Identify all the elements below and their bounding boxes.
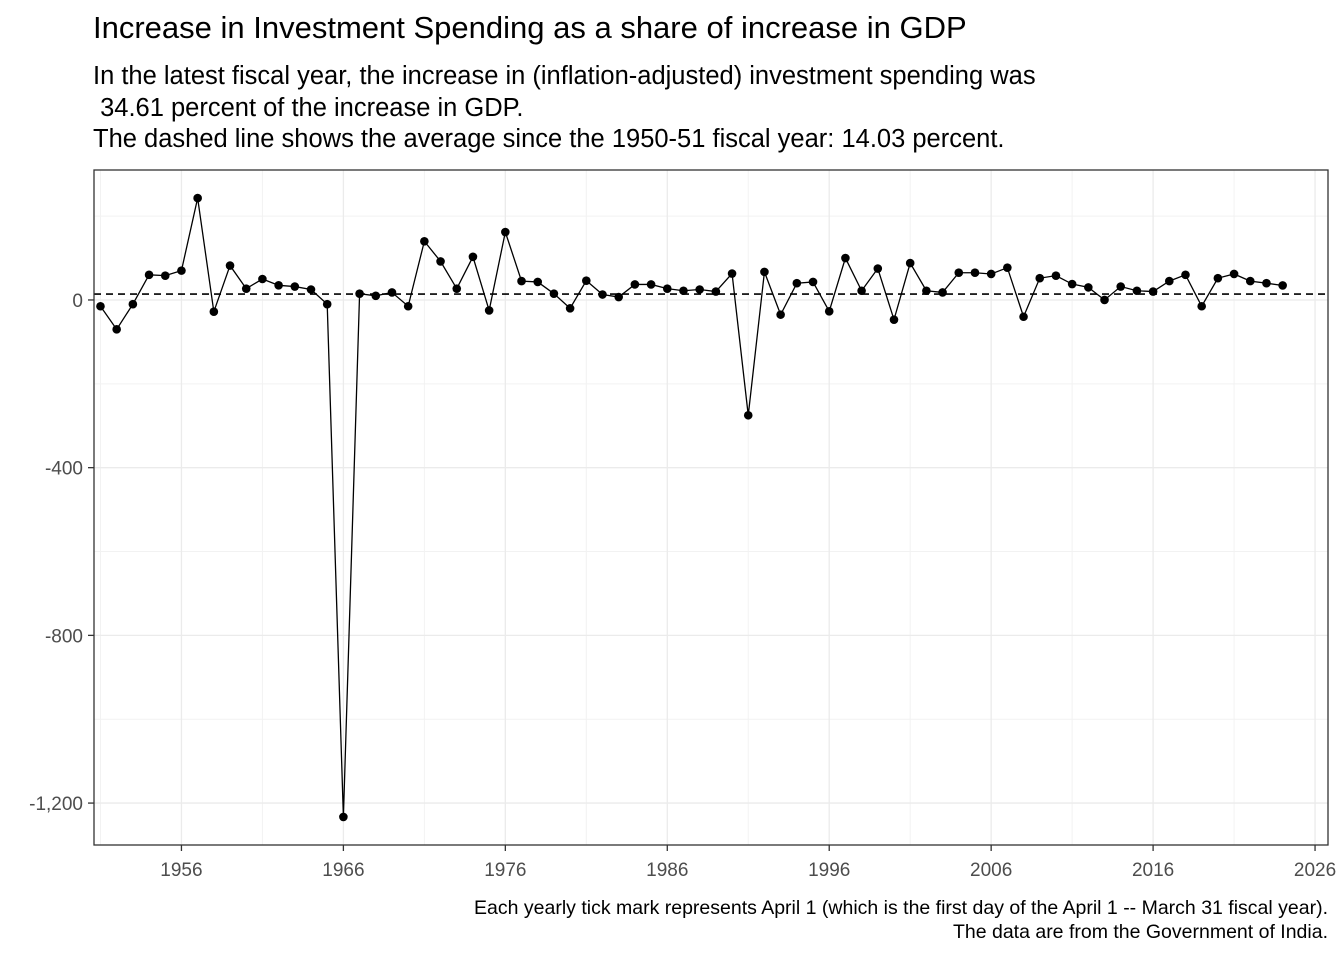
data-point [679, 286, 688, 296]
data-point [339, 812, 348, 822]
data-point [128, 299, 138, 309]
data-point [241, 284, 251, 293]
y-tick-label: 0 [72, 291, 83, 312]
data-point [824, 306, 834, 316]
series-line [99, 197, 1283, 817]
data-point [549, 289, 559, 298]
data-point [954, 268, 964, 278]
chart-title: Increase in Investment Spending as a sha… [93, 10, 967, 45]
data-point [436, 257, 445, 266]
chart-caption: Each yearly tick mark represents April 1… [474, 897, 1328, 943]
data-point [1262, 278, 1271, 288]
data-point [598, 290, 607, 299]
data-point [387, 288, 397, 297]
data-point [582, 276, 591, 285]
data-point [1229, 269, 1239, 279]
x-tick-label: 1996 [808, 860, 850, 881]
data-point [1116, 282, 1126, 291]
data-point [808, 277, 818, 287]
plot-panel-border [93, 169, 1329, 846]
data-point [1051, 271, 1061, 280]
data-point [96, 301, 105, 311]
data-point [1213, 273, 1223, 283]
data-point [1067, 279, 1077, 289]
data-point [1181, 270, 1190, 280]
data-point [1019, 312, 1028, 322]
data-point [1164, 276, 1174, 286]
data-point [662, 284, 672, 293]
data-point [1148, 287, 1158, 296]
data-point [873, 264, 883, 273]
data-point [727, 269, 737, 278]
data-point [468, 252, 478, 262]
data-point [355, 289, 364, 298]
data-point [889, 315, 899, 324]
data-point [614, 292, 623, 302]
data-point [1278, 281, 1287, 290]
grid-minor [94, 170, 1328, 845]
series-points-layer [96, 193, 1287, 822]
data-point [630, 280, 640, 289]
data-point [986, 269, 996, 279]
data-point [1084, 283, 1093, 292]
data-point [258, 274, 267, 284]
data-point [517, 276, 526, 286]
data-point [112, 325, 121, 334]
data-point [209, 307, 219, 317]
data-point [743, 410, 753, 420]
data-point [1245, 276, 1255, 286]
data-point [1132, 286, 1142, 296]
data-point [193, 193, 202, 203]
grid-major [94, 170, 1328, 845]
x-tick-label: 2016 [1132, 860, 1174, 881]
data-point [776, 310, 785, 319]
data-point [760, 267, 769, 277]
x-tick-label: 1976 [484, 860, 526, 881]
data-point [711, 287, 721, 296]
data-point [371, 291, 381, 301]
data-point [533, 277, 543, 287]
data-point [144, 270, 154, 280]
data-point [841, 253, 850, 263]
data-point [177, 266, 186, 275]
chart-subtitle: In the latest fiscal year, the increase … [93, 62, 1036, 153]
data-point [420, 236, 429, 246]
data-point [1100, 295, 1109, 305]
data-point [1003, 263, 1012, 272]
data-point [225, 261, 235, 270]
data-point [403, 301, 413, 311]
x-tick-label: 1956 [160, 860, 202, 881]
data-point [922, 286, 931, 296]
data-point [565, 304, 575, 313]
y-tick-label: -1,200 [29, 794, 83, 815]
data-point [160, 271, 170, 280]
x-tick-label: 2006 [970, 860, 1012, 881]
y-tick-label: -400 [45, 459, 83, 480]
axes-layer: 1956 1966 1976 1986 1996 2006 2016 2026 -1,200 -8… [29, 291, 1336, 881]
data-point [501, 227, 510, 237]
x-tick-label: 2026 [1294, 860, 1336, 881]
data-point [484, 306, 494, 315]
y-tick-label: -800 [45, 626, 83, 647]
data-point [306, 285, 316, 294]
data-point [1197, 301, 1206, 311]
data-point [646, 280, 656, 289]
data-point [695, 285, 704, 294]
data-point [1035, 273, 1045, 283]
data-point [857, 286, 866, 296]
data-point [970, 268, 980, 278]
x-tick-label: 1986 [646, 860, 688, 881]
data-point [452, 284, 462, 293]
x-tick-label: 1966 [322, 860, 364, 881]
data-point [290, 282, 300, 291]
data-point [322, 299, 332, 309]
data-point [938, 288, 947, 297]
data-point [905, 258, 915, 268]
series-line-layer [99, 197, 1283, 817]
data-point [792, 278, 802, 288]
data-point [274, 280, 283, 290]
